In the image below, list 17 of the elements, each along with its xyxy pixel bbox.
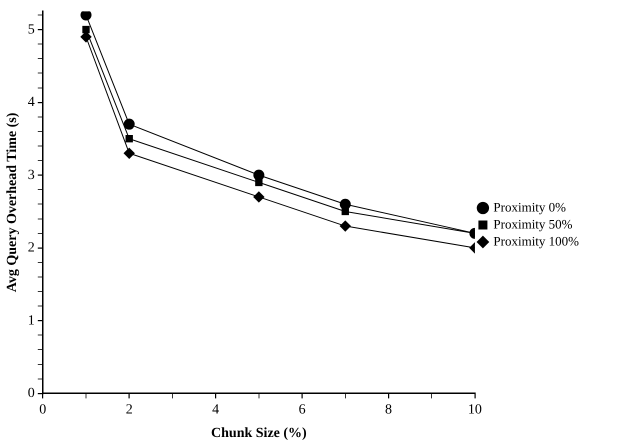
x-axis-title: Chunk Size (%) [211,426,308,442]
x-tick-label: 0 [39,402,46,418]
legend-label: Proximity 50% [493,216,573,232]
y-tick-label: 5 [28,22,35,38]
x-tick-label: 10 [468,402,482,418]
x-tick-label: 4 [212,402,220,418]
y-axis-title: Avg Query Overhead Time (s) [5,112,20,292]
x-tick-label: 2 [126,402,133,418]
legend-label: Proximity 0% [493,199,566,214]
legend-label: Proximity 100% [493,233,580,248]
y-tick-label: 0 [28,386,35,402]
x-tick-label: 6 [298,402,306,418]
y-tick-label: 1 [28,313,35,328]
y-tick-label: 3 [28,168,35,183]
x-tick-label: 8 [384,402,392,418]
y-tick-label: 2 [28,240,35,256]
y-tick-label: 4 [28,95,35,110]
